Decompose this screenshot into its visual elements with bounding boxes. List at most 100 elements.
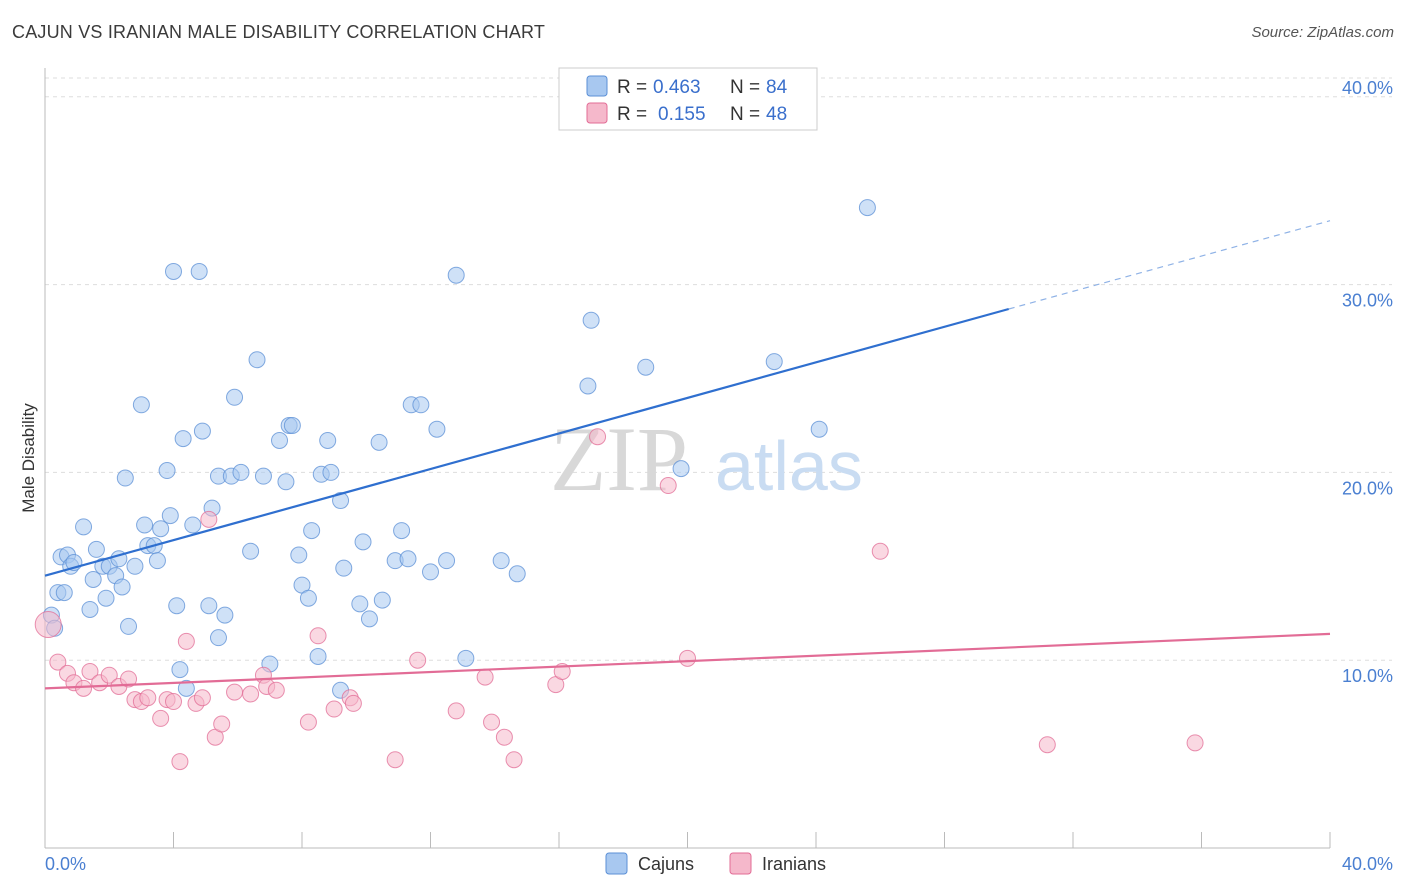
legend-r-value-cajuns: 0.463 <box>653 77 701 98</box>
legend-r-value-iranians: 0.155 <box>658 104 706 125</box>
iranian-point <box>49 653 67 671</box>
cajun-point <box>765 353 783 371</box>
cajun-point <box>171 661 189 679</box>
cajun-point <box>97 589 115 607</box>
iranian-point <box>193 689 211 707</box>
iranian-point <box>679 649 696 667</box>
cajun-point <box>283 416 301 434</box>
cajun-point <box>81 600 99 618</box>
legend-swatch-iranians <box>586 102 608 124</box>
cajun-point <box>399 550 417 568</box>
cajun-point <box>393 522 411 540</box>
cajun-point <box>370 433 388 451</box>
iranian-point <box>409 651 427 669</box>
cajun-point <box>209 629 227 647</box>
cajun-point <box>373 591 391 609</box>
iranian-point <box>1186 734 1204 752</box>
cajun-point <box>136 516 154 534</box>
watermark-atlas: atlas <box>715 427 863 505</box>
iranian-point <box>309 627 327 645</box>
cajun-point <box>335 559 353 577</box>
cajun-point <box>165 262 182 280</box>
x-tick-label-max: 40.0% <box>1342 854 1393 874</box>
cajun-point <box>193 422 211 440</box>
iranian-point <box>495 728 513 746</box>
trend-lines <box>44 220 1331 690</box>
cajun-point <box>55 584 73 602</box>
bottom-legend-swatch-cajuns <box>605 852 628 875</box>
cajun-point <box>412 396 430 414</box>
iranian-point <box>171 753 189 771</box>
iranian-point <box>476 668 494 686</box>
cajun-point <box>87 540 105 558</box>
iranian-point <box>505 751 523 769</box>
cajun-point <box>582 311 600 329</box>
cajun-point <box>354 533 372 551</box>
cajun-point <box>351 595 369 613</box>
iranian-point <box>100 666 118 684</box>
y-tick-label-40: 40.0% <box>1342 78 1393 98</box>
iranian-point <box>1038 736 1056 754</box>
cajun-point <box>232 463 250 481</box>
cajun-point <box>290 546 308 564</box>
source-credit: Source: ZipAtlas.com <box>1251 24 1394 41</box>
y-tick-label-10: 10.0% <box>1342 666 1393 686</box>
y-axis-tick-labels: 10.0% 20.0% 30.0% 40.0% <box>1342 78 1393 686</box>
cajun-point <box>132 396 150 414</box>
x-tick-label-min: 0.0% <box>45 854 86 874</box>
cajun-point <box>332 492 350 510</box>
iranian-point <box>483 713 501 731</box>
cajun-point <box>810 420 828 438</box>
legend-r-label-iranians: R = <box>617 104 647 125</box>
cajun-point <box>277 473 295 491</box>
cajun-point <box>161 507 179 525</box>
cajun-point <box>492 552 510 570</box>
bottom-legend-label-cajuns: Cajuns <box>638 854 694 874</box>
cajun-point <box>126 557 144 575</box>
iranian-point <box>120 670 138 688</box>
iranian-point <box>325 700 343 718</box>
cajun-point <box>152 520 170 538</box>
grid-lines <box>45 77 1392 661</box>
bottom-legend: Cajuns Iranians <box>605 852 826 875</box>
iranian-point <box>139 689 157 707</box>
cajun-point <box>299 589 317 607</box>
iranian-point <box>299 713 317 731</box>
iranian-point <box>152 709 170 727</box>
cajun-point <box>319 431 337 449</box>
cajun-point <box>216 606 234 624</box>
legend-n-value-iranians: 48 <box>766 104 787 125</box>
iranian-point <box>267 681 285 699</box>
iranian-point <box>34 611 62 639</box>
cajun-point <box>360 610 378 628</box>
cajun-point <box>428 420 446 438</box>
chart-title: CAJUN VS IRANIAN MALE DISABILITY CORRELA… <box>12 22 546 42</box>
cajun-point <box>254 467 272 485</box>
iranian-point <box>659 477 677 495</box>
iranian-point <box>242 685 260 703</box>
cajun-point <box>113 578 131 596</box>
iranian-point <box>589 428 607 446</box>
iranian-point <box>177 632 195 650</box>
cajun-point <box>322 463 340 481</box>
cajun-point <box>158 462 176 480</box>
cajun-point <box>858 199 876 217</box>
iranian-point <box>226 683 244 701</box>
cajun-point <box>226 388 244 406</box>
legend-swatch-cajuns <box>586 75 608 97</box>
cajun-point <box>190 262 208 280</box>
cajun-point <box>116 469 134 487</box>
legend: R = 0.463 N = 84 R = 0.155 N = 48 <box>558 67 818 131</box>
iranian-point <box>871 542 889 560</box>
y-tick-label-20: 20.0% <box>1342 478 1393 498</box>
legend-n-value-cajuns: 84 <box>766 77 788 98</box>
iranian-point <box>447 702 465 720</box>
x-axis-ticks <box>173 832 1331 848</box>
cajun-point <box>457 649 475 667</box>
y-axis-label: Male Disability <box>19 403 38 513</box>
cajun-point <box>637 358 655 376</box>
watermark-zip: ZIP <box>550 408 688 510</box>
cajun-point <box>184 516 202 534</box>
iranian-point <box>165 693 182 711</box>
